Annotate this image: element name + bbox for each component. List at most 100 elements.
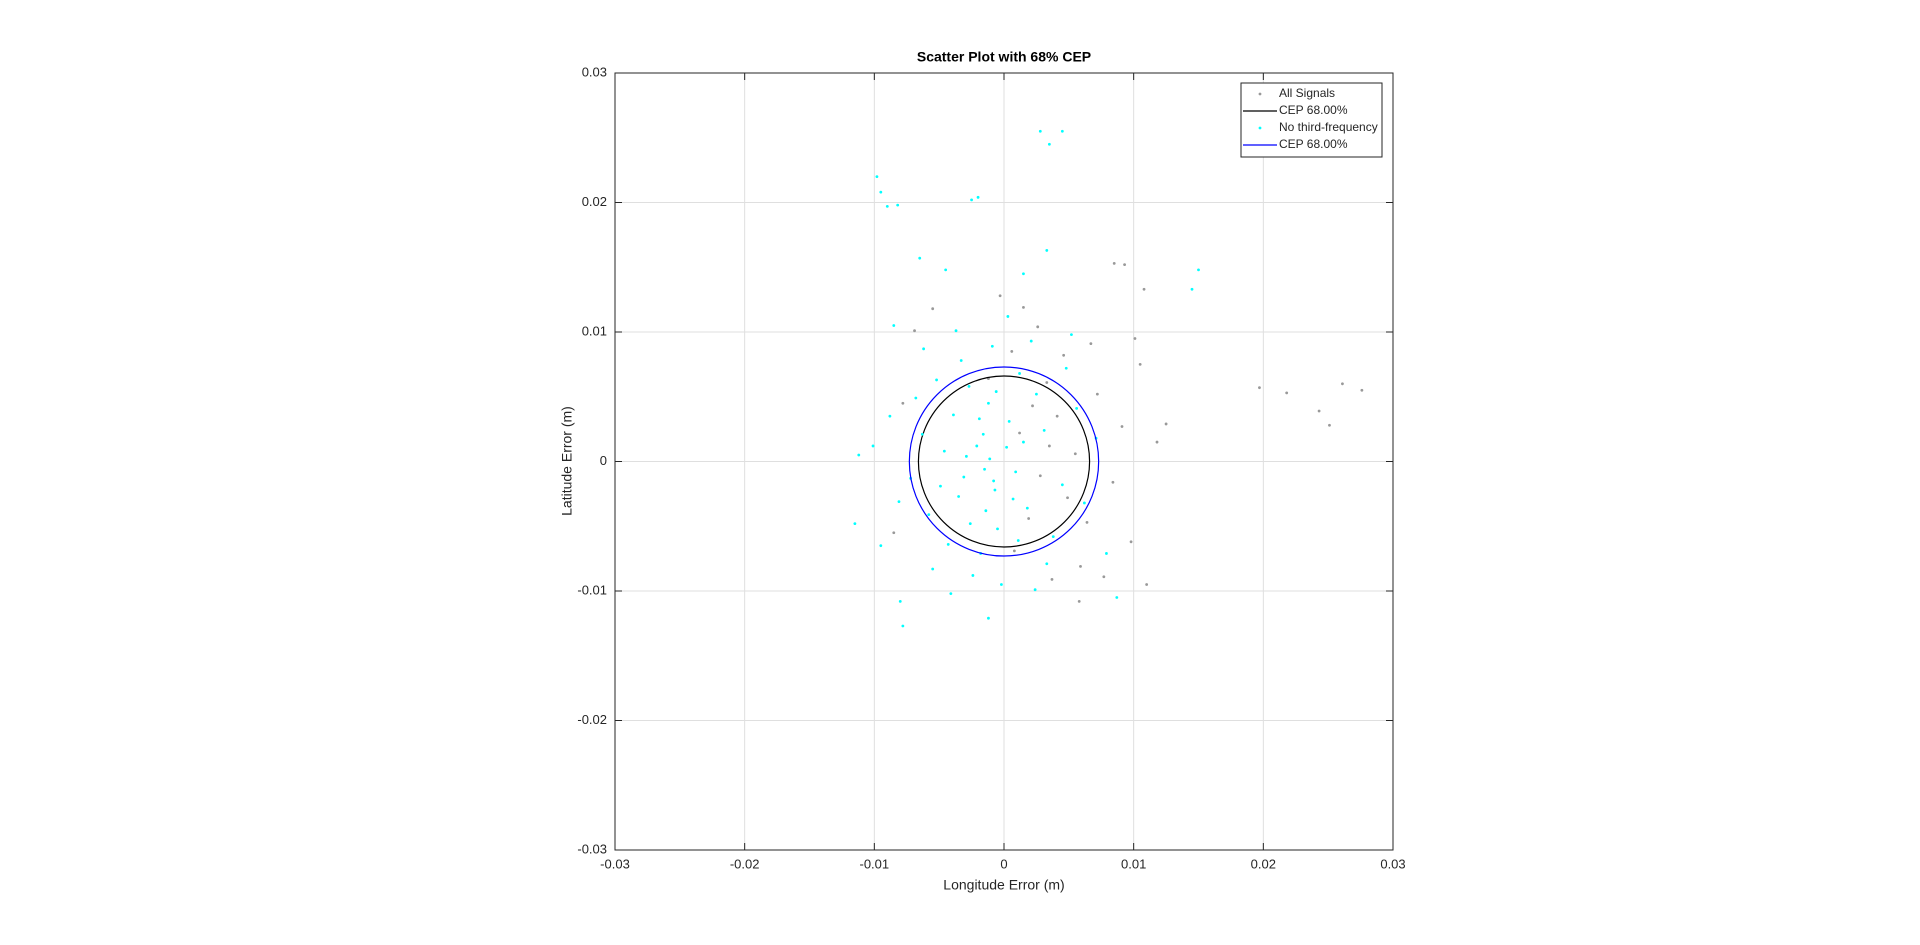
scatter-point xyxy=(983,467,986,471)
scatter-point xyxy=(1120,425,1124,428)
scatter-point xyxy=(967,384,971,388)
scatter-point xyxy=(1123,263,1126,267)
scatter-point xyxy=(1014,470,1018,474)
scatter-point xyxy=(1102,575,1106,579)
scatter-point xyxy=(1000,583,1003,586)
scatter-point xyxy=(879,190,883,194)
scatter-point xyxy=(1112,261,1116,265)
scatter-point xyxy=(1055,414,1059,418)
scatter-point xyxy=(1031,404,1034,408)
scatter-point xyxy=(1022,440,1025,444)
scatter-point xyxy=(1050,577,1054,581)
cep-circle xyxy=(908,366,1100,557)
scatter-point xyxy=(981,432,985,436)
scatter-point xyxy=(922,347,926,351)
scatter-point xyxy=(957,495,961,498)
y-tick-label: -0.02 xyxy=(577,712,607,727)
scatter-point xyxy=(1079,564,1082,568)
scatter-point xyxy=(1142,287,1146,291)
scatter-point xyxy=(971,574,975,577)
scatter-point xyxy=(918,256,922,260)
scatter-point xyxy=(1047,444,1051,448)
legend-label: CEP 68.00% xyxy=(1279,137,1348,151)
scatter-point xyxy=(1115,596,1119,599)
scatter-point xyxy=(1007,419,1011,423)
scatter-point xyxy=(964,454,968,458)
scatter-point xyxy=(1105,552,1108,555)
scatter-point xyxy=(1042,429,1046,432)
scatter-point xyxy=(1138,362,1142,366)
scatter-point xyxy=(1258,386,1261,390)
scatter-point xyxy=(1016,539,1020,542)
scatter-point xyxy=(939,484,942,488)
scatter-point xyxy=(1060,483,1064,487)
scatter-point xyxy=(992,479,996,483)
scatter-point xyxy=(885,204,889,208)
scatter-point xyxy=(977,417,981,421)
x-tick-label: -0.03 xyxy=(600,856,630,871)
y-tick-label: 0.03 xyxy=(582,64,607,79)
scatter-point xyxy=(853,522,857,526)
scatter-point xyxy=(871,444,875,448)
x-axis-label: Longitude Error (m) xyxy=(943,877,1064,893)
scatter-point xyxy=(946,542,950,546)
scatter-point xyxy=(888,414,892,418)
scatter-point xyxy=(1038,474,1042,478)
y-tick-label: -0.03 xyxy=(577,841,607,856)
scatter-point xyxy=(952,413,955,417)
scatter-point xyxy=(988,457,992,461)
scatter-point xyxy=(998,294,1002,298)
scatter-point xyxy=(1045,381,1049,384)
y-tick-label: 0.01 xyxy=(582,323,607,338)
scatter-point xyxy=(984,509,988,513)
scatter-point xyxy=(1155,440,1159,444)
scatter-point xyxy=(1011,497,1015,501)
scatter-point xyxy=(1075,407,1079,410)
scatter-point xyxy=(1066,496,1069,500)
scatter-point xyxy=(959,359,963,362)
scatter-point xyxy=(1317,409,1321,413)
scatter-point xyxy=(1045,562,1049,566)
scatter-point xyxy=(1022,305,1025,309)
scatter-point xyxy=(1018,431,1021,435)
scatter-point xyxy=(875,175,879,179)
scatter-point xyxy=(931,307,935,311)
scatter-point xyxy=(954,329,958,333)
scatter-point xyxy=(892,324,896,327)
scatter-point xyxy=(1035,392,1038,396)
chart-title: Scatter Plot with 68% CEP xyxy=(917,49,1091,65)
plot-area xyxy=(853,129,1364,628)
y-tick-label: -0.01 xyxy=(577,582,607,597)
x-tick-label: 0 xyxy=(1000,856,1007,871)
scatter-point xyxy=(1085,520,1089,524)
scatter-point xyxy=(920,432,924,436)
scatter-point xyxy=(970,198,973,202)
scatter-point xyxy=(914,396,918,400)
y-tick-label: 0 xyxy=(600,453,607,468)
scatter-point xyxy=(1062,353,1066,357)
scatter-point xyxy=(1005,445,1008,449)
x-tick-label: 0.01 xyxy=(1121,856,1146,871)
legend-marker xyxy=(1258,92,1262,96)
scatter-point xyxy=(1129,540,1133,544)
scatter-point xyxy=(1060,129,1064,133)
scatter-point xyxy=(994,390,998,393)
scatter-point xyxy=(996,527,999,531)
scatter-point xyxy=(931,567,935,571)
scatter-point xyxy=(896,203,900,207)
scatter-point xyxy=(1133,337,1137,340)
scatter-point xyxy=(1197,268,1200,272)
scatter-point xyxy=(1036,325,1040,329)
scatter-point xyxy=(1082,501,1086,505)
scatter-point xyxy=(901,624,905,628)
axes-box xyxy=(614,72,1394,851)
scatter-point xyxy=(1033,588,1037,592)
scatter-point xyxy=(987,401,990,405)
scatter-point xyxy=(944,268,948,272)
legend-label: CEP 68.00% xyxy=(1279,103,1348,117)
scatter-point xyxy=(1341,382,1344,386)
scatter-point xyxy=(1328,423,1331,427)
scatter-point xyxy=(1051,535,1055,539)
scatter-point xyxy=(1164,422,1168,426)
